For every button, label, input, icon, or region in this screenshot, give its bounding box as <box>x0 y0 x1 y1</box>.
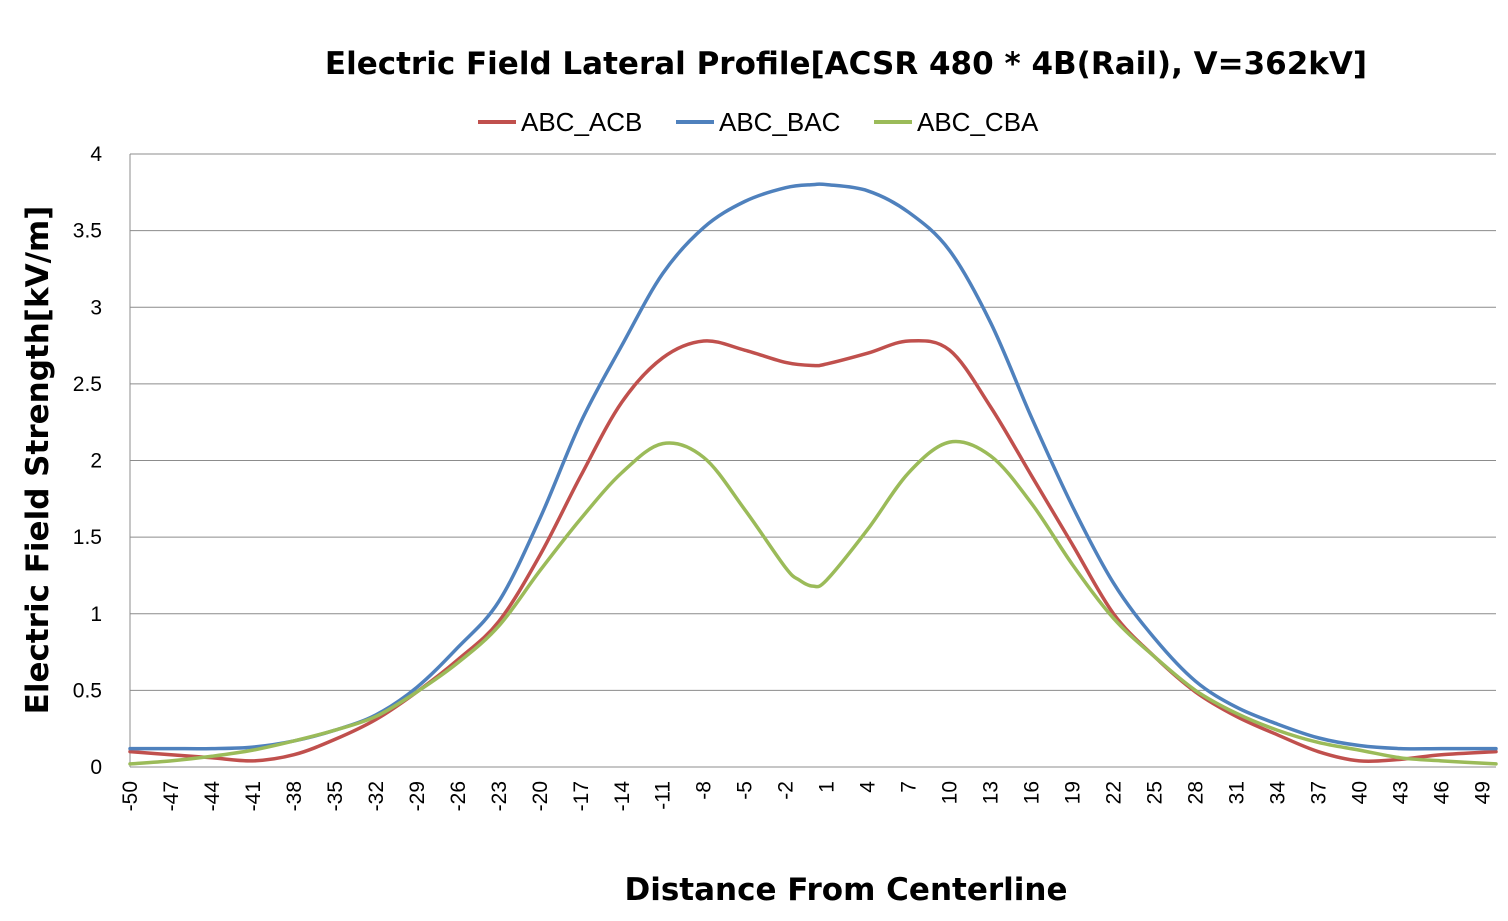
x-tick-label: -38 <box>283 781 306 811</box>
y-tick-label: 2.5 <box>73 373 102 396</box>
x-tick-label: -47 <box>160 781 183 811</box>
x-tick-label: 31 <box>1225 781 1248 804</box>
x-tick-label: 28 <box>1184 781 1207 804</box>
x-tick-label: -20 <box>529 781 552 811</box>
y-tick-label: 3.5 <box>73 220 102 243</box>
x-tick-label: -26 <box>447 781 470 811</box>
x-tick-label: 7 <box>898 781 921 793</box>
x-tick-label: 10 <box>939 781 962 804</box>
x-tick-label: -23 <box>488 781 511 811</box>
x-tick-label: 49 <box>1471 781 1494 804</box>
series-line-abc-acb <box>128 338 1498 764</box>
gridlines <box>130 153 1496 691</box>
x-tick-label: 19 <box>1062 781 1085 804</box>
series-line-abc-bac <box>128 182 1498 751</box>
y-tick-label: 2 <box>90 450 102 473</box>
axes <box>129 154 1496 768</box>
x-tick-label: 40 <box>1348 781 1371 804</box>
x-tick-label: 46 <box>1430 781 1453 804</box>
x-tick-label: 16 <box>1021 781 1044 804</box>
x-tick-label: -2 <box>775 781 798 800</box>
x-tick-label: -44 <box>201 781 224 812</box>
legend-label: ABC_ACB <box>521 107 642 137</box>
x-tick-label: 1 <box>816 781 839 793</box>
x-tick-label: -32 <box>365 781 388 811</box>
x-axis-title: Distance From Centerline <box>624 872 1067 908</box>
legend-label: ABC_BAC <box>719 107 840 137</box>
y-tick-label: 1.5 <box>73 526 102 549</box>
x-tick-label: 22 <box>1103 781 1126 804</box>
x-tick-label: -41 <box>242 781 265 811</box>
x-tick-label: 4 <box>857 781 880 793</box>
legend-label: ABC_CBA <box>917 107 1039 137</box>
x-tick-labels: -50 -47 -44 -41 -38 -35 -32 -29 -26 -23 -20 -17 -14-… <box>119 781 1494 812</box>
y-tick-label: 0.5 <box>73 679 102 702</box>
x-tick-label: 25 <box>1144 781 1167 804</box>
series-lines <box>128 182 1498 766</box>
x-tick-label: -5 <box>734 781 757 800</box>
x-tick-label: -11 <box>652 781 675 810</box>
y-axis-title: Electric Field Strength[kV/m] <box>20 206 56 715</box>
y-tick-label: 4 <box>90 143 102 166</box>
y-tick-label: 3 <box>90 296 102 319</box>
x-tick-label: -50 <box>119 781 142 811</box>
x-tick-label: -14 <box>611 781 634 812</box>
x-tick-label: -35 <box>324 781 347 811</box>
x-tick-label: -17 <box>570 781 593 811</box>
chart-title: Electric Field Lateral Profile[ACSR 480 … <box>325 46 1367 82</box>
x-tick-label: 34 <box>1266 781 1289 805</box>
x-tick-label: 43 <box>1389 781 1412 804</box>
x-tick-label: -29 <box>406 781 429 811</box>
legend: ABC_ACB ABC_BAC ABC_CBA <box>478 107 1039 137</box>
x-tick-label: 13 <box>980 781 1003 804</box>
series-line-abc-cba <box>128 439 1498 766</box>
y-tick-label: 0 <box>90 756 102 779</box>
x-tick-label: -8 <box>693 781 716 800</box>
y-tick-labels: 0 0.5 1 1.5 2 2.5 3 3.5 4 <box>73 143 103 779</box>
y-tick-label: 1 <box>90 603 102 626</box>
x-tick-label: 37 <box>1307 781 1330 804</box>
